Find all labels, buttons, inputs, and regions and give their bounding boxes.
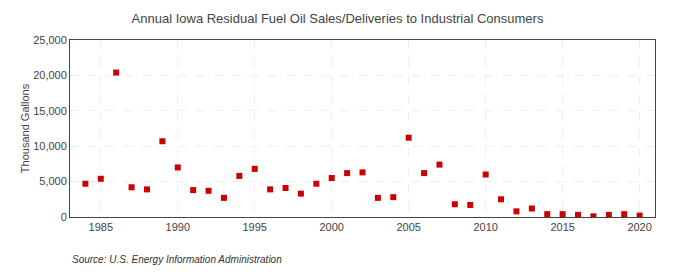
svg-text:2010: 2010 [473, 221, 497, 233]
svg-text:Source: U.S. Energy Informatio: Source: U.S. Energy Information Administ… [72, 254, 282, 265]
svg-text:25,000: 25,000 [33, 34, 67, 46]
svg-text:2005: 2005 [396, 221, 420, 233]
svg-text:20,000: 20,000 [33, 69, 67, 81]
svg-text:2020: 2020 [627, 221, 651, 233]
svg-text:2000: 2000 [319, 221, 343, 233]
svg-text:1985: 1985 [89, 221, 113, 233]
svg-text:5,000: 5,000 [39, 175, 67, 187]
svg-text:Annual Iowa Residual Fuel Oil: Annual Iowa Residual Fuel Oil Sales/Deli… [132, 11, 544, 26]
svg-text:1990: 1990 [166, 221, 190, 233]
svg-text:15,000: 15,000 [33, 105, 67, 117]
svg-text:Thousand Gallons: Thousand Gallons [19, 83, 31, 173]
svg-text:2015: 2015 [550, 221, 574, 233]
svg-text:1995: 1995 [242, 221, 266, 233]
svg-text:10,000: 10,000 [33, 140, 67, 152]
svg-text:0: 0 [61, 211, 67, 223]
